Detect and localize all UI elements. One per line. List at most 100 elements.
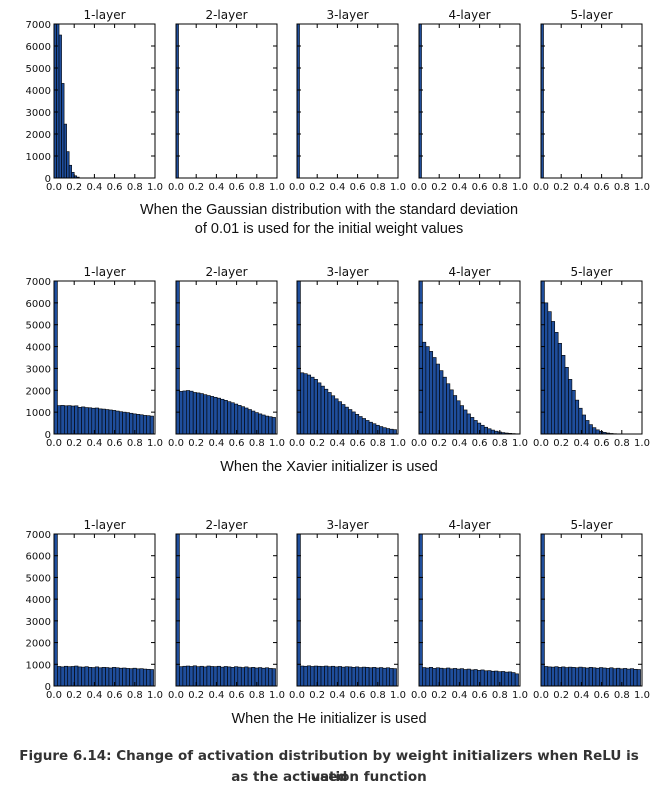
r3-p4-bar xyxy=(483,670,488,687)
r3-p1-xtick-label: 0.2 xyxy=(66,690,82,701)
r1-p2-xtick-label: 0.4 xyxy=(208,182,224,193)
r3-p5-bar xyxy=(599,667,604,687)
r3-p5-bar xyxy=(585,667,590,687)
r2-p5-bar xyxy=(581,414,586,435)
r3-p4-bar xyxy=(480,669,485,687)
r3-p5-bar xyxy=(581,667,586,687)
r2-p2-bar xyxy=(210,396,215,435)
r3-p4-bar xyxy=(470,669,475,687)
r2-p1-bar xyxy=(139,414,144,435)
r3-p3-bar xyxy=(317,665,322,687)
r2-p2-xtick-label: 0.2 xyxy=(188,438,204,449)
r3-ytick-label: 2000 xyxy=(26,639,51,650)
r3-p2-bar xyxy=(244,666,249,687)
r2-p3-bar xyxy=(382,427,387,435)
r2-p2-xtick-label: 0.4 xyxy=(208,438,224,449)
r2-p2-bar xyxy=(213,396,218,435)
r2-panel-title-4: 4-layer xyxy=(448,265,490,279)
r2-p1-bar xyxy=(60,405,65,435)
r1-p2-xtick-label: 0.6 xyxy=(229,182,245,193)
r1-panel-title-5: 5-layer xyxy=(570,8,612,22)
r3-panel-frame-3 xyxy=(296,533,399,687)
r3-p1-bar xyxy=(88,667,93,687)
r1-ytick-label: 6000 xyxy=(26,42,51,53)
r3-p2-bar xyxy=(234,666,239,687)
r3-p4-bar xyxy=(418,533,423,687)
r2-p4-bar xyxy=(442,376,447,435)
r3-p5-xtick-label: 0.6 xyxy=(594,690,610,701)
r2-p1-bar xyxy=(77,407,82,435)
r3-p2-xtick-label: 0.2 xyxy=(188,690,204,701)
r3-p5-bar xyxy=(592,667,597,687)
r1-ytick-label: 4000 xyxy=(26,86,51,97)
r3-p2-bar xyxy=(179,666,184,687)
r3-p3-bar xyxy=(348,666,353,687)
r2-p1-bar xyxy=(101,408,106,435)
r3-p2-bar xyxy=(227,666,232,687)
r2-p3-bar xyxy=(355,414,360,435)
r3-p1-bar xyxy=(77,666,82,687)
r2-p4-bar xyxy=(435,363,440,435)
r1-ytick-label: 7000 xyxy=(26,20,51,31)
r2-p3-bar xyxy=(389,428,394,435)
r3-p2-bar xyxy=(186,665,191,687)
r2-p5-bar xyxy=(568,379,573,435)
r3-p2-bar xyxy=(199,665,204,687)
r3-p1-bar xyxy=(105,667,110,687)
r2-panel-title-1: 1-layer xyxy=(83,265,125,279)
r2-p4-bar xyxy=(477,422,482,435)
r2-p2-bar xyxy=(240,406,245,435)
r3-ytick-label: 5000 xyxy=(26,573,51,584)
r2-p5-xtick-label: 0.8 xyxy=(614,438,630,449)
r2-p2-bar xyxy=(264,415,270,435)
r2-p5-bar xyxy=(561,355,566,435)
r1-ytick-label: 0 xyxy=(45,174,51,185)
r2-p2-bar xyxy=(216,397,221,435)
r3-p3-bar xyxy=(310,666,315,687)
r3-p5-bar xyxy=(609,667,614,687)
r2-panel-title-2: 2-layer xyxy=(205,265,247,279)
r1-panel-title-2: 2-layer xyxy=(205,8,247,22)
r3-p5-xtick-label: 0.0 xyxy=(533,690,549,701)
r2-p4-xtick-label: 0.0 xyxy=(411,438,427,449)
r3-p5-bar xyxy=(568,666,573,687)
r1-p2-xtick-label: 0.8 xyxy=(249,182,265,193)
r2-p5-bar xyxy=(592,427,597,435)
row1-caption-line1: When the Gaussian distribution with the … xyxy=(139,202,519,218)
r1-p1-bar xyxy=(66,151,70,179)
figure-caption-line1: Figure 6.14: Change of activation distri… xyxy=(19,748,639,785)
r3-p1-bar xyxy=(115,667,120,687)
r3-ytick-label: 3000 xyxy=(26,617,51,628)
r2-panel-frame-2 xyxy=(175,280,278,435)
r2-p1-xtick-label: 0.0 xyxy=(46,438,62,449)
r1-panel-title-1: 1-layer xyxy=(83,8,125,22)
r2-p4-bar xyxy=(418,280,423,435)
r2-p1-bar xyxy=(146,415,151,435)
r2-p5-bar xyxy=(540,280,545,435)
r3-p2-bar xyxy=(247,667,252,687)
r2-p2-bar xyxy=(192,392,197,435)
r2-p5-xtick-label: 1.0 xyxy=(634,438,650,449)
r2-p5-xtick-label: 0.2 xyxy=(553,438,569,449)
r1-p1-xtick-label: 0.4 xyxy=(86,182,102,193)
r2-p3-bar xyxy=(331,395,336,435)
r2-p1-bar xyxy=(149,415,154,435)
r3-p4-xtick-label: 0.6 xyxy=(472,690,488,701)
r2-p3-bar xyxy=(306,374,312,435)
r3-p4-xtick-label: 0.0 xyxy=(411,690,427,701)
r2-p5-bar xyxy=(585,420,590,435)
r3-p2-bar xyxy=(251,667,256,687)
r1-ytick-label: 3000 xyxy=(26,108,51,119)
r3-p2-xtick-label: 0.6 xyxy=(229,690,245,701)
r2-p1-bar xyxy=(64,405,69,435)
r2-p3-bar xyxy=(379,426,384,435)
r2-p4-bar xyxy=(439,370,444,435)
r2-p4-bar xyxy=(456,400,461,435)
r2-ytick-label: 6000 xyxy=(26,299,51,310)
r3-p1-bar xyxy=(129,668,134,687)
r3-p3-bar xyxy=(368,667,373,687)
r3-p1-bar xyxy=(81,666,86,687)
r1-p4-xtick-label: 0.8 xyxy=(492,182,508,193)
r3-p5-bar xyxy=(612,668,617,687)
r3-p3-xtick-label: 0.6 xyxy=(350,690,366,701)
